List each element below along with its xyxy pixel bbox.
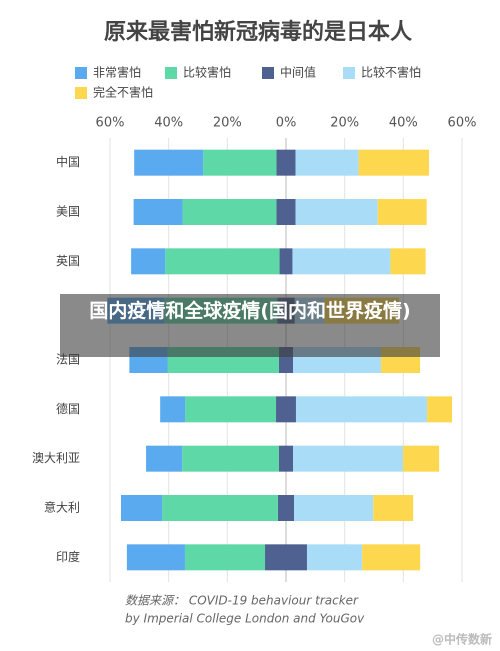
bar-segment xyxy=(403,445,440,472)
source-line-1: 数据来源： COVID-19 behaviour tracker xyxy=(125,594,359,608)
bar-segment xyxy=(295,199,378,225)
bar-segment xyxy=(121,495,163,521)
y-tick-label: 印度 xyxy=(56,549,80,564)
chart-title: 原来最害怕新冠病毒的是日本人 xyxy=(104,19,412,45)
bar-segment xyxy=(182,199,277,225)
bar-segment xyxy=(126,544,185,571)
bar-segment xyxy=(358,149,429,176)
bar-segment xyxy=(362,544,421,571)
bar-segment xyxy=(160,396,186,423)
bar-segment xyxy=(134,149,204,176)
y-tick-label: 澳大利亚 xyxy=(32,451,80,465)
bar-segment xyxy=(276,396,296,423)
watermark: @中传数新 xyxy=(432,632,492,647)
legend-swatch xyxy=(262,67,274,79)
x-tick-label: 60% xyxy=(448,116,477,131)
banner-background xyxy=(60,294,440,357)
bar-segment xyxy=(277,495,295,521)
y-tick-label: 英国 xyxy=(56,254,80,268)
legend-label: 比较不害怕 xyxy=(361,65,421,80)
y-tick-label: 德国 xyxy=(56,401,80,416)
bar-segment xyxy=(279,248,293,275)
legend-label: 中间值 xyxy=(280,65,316,80)
x-tick-label: 20% xyxy=(330,116,359,131)
bar-segment xyxy=(131,248,166,275)
bar-segment xyxy=(377,199,427,225)
y-tick-label: 中国 xyxy=(56,154,80,169)
source-line-2: by Imperial College London and YouGov xyxy=(125,612,365,626)
bar-segment xyxy=(295,396,428,423)
bar-segment xyxy=(292,248,391,275)
bar-segment xyxy=(162,495,278,521)
bar-segment xyxy=(278,445,294,472)
banner: 国内疫情和全球疫情(国内和世界疫情) xyxy=(60,294,440,357)
bar-segment xyxy=(427,396,453,423)
legend-label: 非常害怕 xyxy=(93,65,141,80)
x-tick-label: 40% xyxy=(389,116,418,131)
bar-segment xyxy=(203,149,277,176)
legend-label: 比较害怕 xyxy=(183,65,231,80)
y-tick-label: 美国 xyxy=(56,205,80,219)
banner-box: 国内疫情和全球疫情(国内和世界疫情) xyxy=(89,300,411,322)
legend-swatch xyxy=(343,67,355,79)
bar-segment xyxy=(295,149,359,176)
bar-segment xyxy=(265,544,307,571)
bar-segment xyxy=(133,199,183,225)
x-tick-label: 0% xyxy=(276,116,297,131)
bar-segment xyxy=(165,248,280,275)
bar-segment xyxy=(185,396,277,423)
bar-segment xyxy=(306,544,363,571)
x-tick-label: 20% xyxy=(213,116,242,131)
bar-segment xyxy=(294,495,374,521)
bar-segment xyxy=(276,149,296,176)
legend-swatch xyxy=(165,67,177,79)
legend-label: 完全不害怕 xyxy=(93,85,153,100)
bar-segment xyxy=(146,445,183,472)
legend-swatch xyxy=(75,67,87,79)
legend-swatch xyxy=(75,87,87,99)
bar-segment xyxy=(184,544,266,571)
y-tick-label: 意大利 xyxy=(44,500,80,515)
x-tick-label: 60% xyxy=(96,116,125,131)
bar-segment xyxy=(373,495,414,521)
bar-segment xyxy=(390,248,426,275)
x-tick-label: 40% xyxy=(154,116,183,131)
bar-segment xyxy=(276,199,296,225)
bar-segment xyxy=(293,445,404,472)
banner-text: 国内疫情和全球疫情(国内和世界疫情) xyxy=(89,300,411,322)
bar-segment xyxy=(182,445,279,472)
